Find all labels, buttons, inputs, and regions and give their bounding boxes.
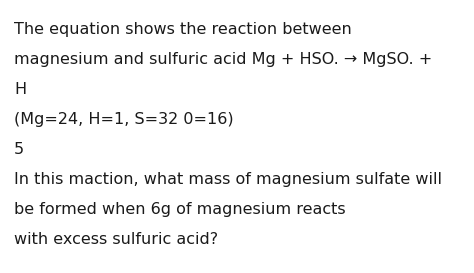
- Text: H: H: [14, 82, 26, 97]
- Text: be formed when 6g of magnesium reacts: be formed when 6g of magnesium reacts: [14, 202, 346, 217]
- Text: In this maction, what mass of magnesium sulfate will: In this maction, what mass of magnesium …: [14, 172, 442, 187]
- Text: (Mg=24, H=1, S=32 0=16): (Mg=24, H=1, S=32 0=16): [14, 112, 234, 127]
- Text: magnesium and sulfuric acid Mg + HSO. → MgSO. +: magnesium and sulfuric acid Mg + HSO. → …: [14, 52, 432, 67]
- Text: with excess sulfuric acid?: with excess sulfuric acid?: [14, 232, 218, 247]
- Text: The equation shows the reaction between: The equation shows the reaction between: [14, 22, 352, 37]
- Text: 5: 5: [14, 142, 24, 157]
